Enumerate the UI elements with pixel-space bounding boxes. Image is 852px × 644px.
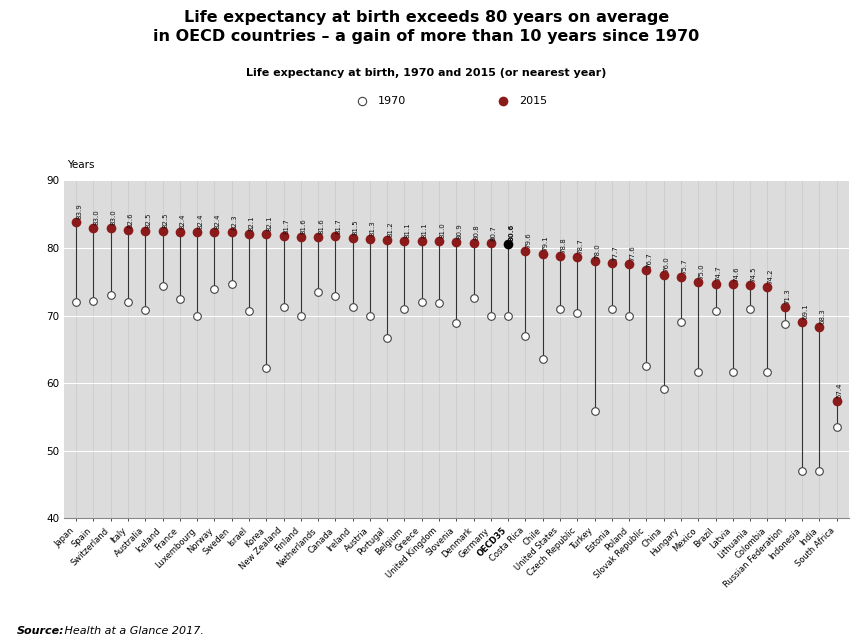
Text: Life expectancy at birth exceeds 80 years on average: Life expectancy at birth exceeds 80 year… [184, 10, 668, 24]
Text: 80.9: 80.9 [456, 223, 462, 239]
Text: 81.7: 81.7 [335, 218, 341, 234]
Text: 78.7: 78.7 [577, 238, 583, 254]
Text: 80.8: 80.8 [473, 224, 479, 240]
Text: 71.3: 71.3 [784, 289, 790, 304]
Text: Source:: Source: [17, 625, 65, 636]
Text: 77.7: 77.7 [611, 245, 617, 261]
Text: 82.4: 82.4 [214, 214, 220, 229]
Text: 81.6: 81.6 [301, 219, 307, 234]
Text: 81.1: 81.1 [404, 222, 410, 238]
Text: 82.1: 82.1 [266, 215, 272, 231]
Text: 82.4: 82.4 [197, 214, 203, 229]
Text: 68.3: 68.3 [819, 308, 825, 325]
Text: 81.0: 81.0 [439, 223, 445, 238]
Text: 82.6: 82.6 [128, 212, 134, 227]
Text: 76.0: 76.0 [663, 256, 669, 272]
Text: 82.4: 82.4 [180, 214, 186, 229]
Text: 81.5: 81.5 [352, 220, 358, 235]
Text: 57.4: 57.4 [836, 383, 842, 398]
Text: 82.5: 82.5 [163, 213, 169, 229]
Text: Health at a Glance 2017.: Health at a Glance 2017. [61, 625, 204, 636]
Text: 81.7: 81.7 [283, 218, 289, 234]
Text: 69.1: 69.1 [801, 303, 807, 319]
Text: 81.3: 81.3 [370, 221, 376, 236]
Text: 82.1: 82.1 [249, 215, 255, 231]
Text: 83.9: 83.9 [76, 203, 82, 219]
Text: Years: Years [67, 160, 95, 170]
Text: 78.8: 78.8 [560, 238, 566, 253]
Text: 2015: 2015 [519, 96, 547, 106]
Text: 80.6: 80.6 [508, 224, 514, 242]
Text: in OECD countries – a gain of more than 10 years since 1970: in OECD countries – a gain of more than … [153, 29, 699, 44]
Text: 77.6: 77.6 [629, 246, 635, 261]
Text: 81.6: 81.6 [318, 219, 324, 234]
Text: 74.2: 74.2 [767, 269, 773, 285]
Text: 83.0: 83.0 [93, 209, 99, 225]
Text: 80.7: 80.7 [491, 225, 497, 240]
Text: 75.0: 75.0 [698, 263, 704, 279]
Text: 78.0: 78.0 [594, 243, 600, 259]
Text: 82.3: 82.3 [232, 214, 238, 230]
Text: 74.7: 74.7 [715, 265, 721, 281]
Text: 79.6: 79.6 [525, 232, 531, 248]
Text: 82.5: 82.5 [145, 213, 151, 229]
Text: Life expectancy at birth, 1970 and 2015 (or nearest year): Life expectancy at birth, 1970 and 2015 … [246, 68, 606, 78]
Text: 79.1: 79.1 [542, 236, 548, 251]
Text: 81.1: 81.1 [421, 222, 428, 238]
Text: 76.7: 76.7 [646, 252, 652, 267]
Text: 81.2: 81.2 [387, 222, 393, 237]
Text: 75.7: 75.7 [680, 259, 686, 274]
Text: 1970: 1970 [377, 96, 406, 106]
Text: 83.0: 83.0 [111, 209, 117, 225]
Text: 74.5: 74.5 [749, 267, 756, 283]
Text: 74.6: 74.6 [732, 266, 738, 282]
